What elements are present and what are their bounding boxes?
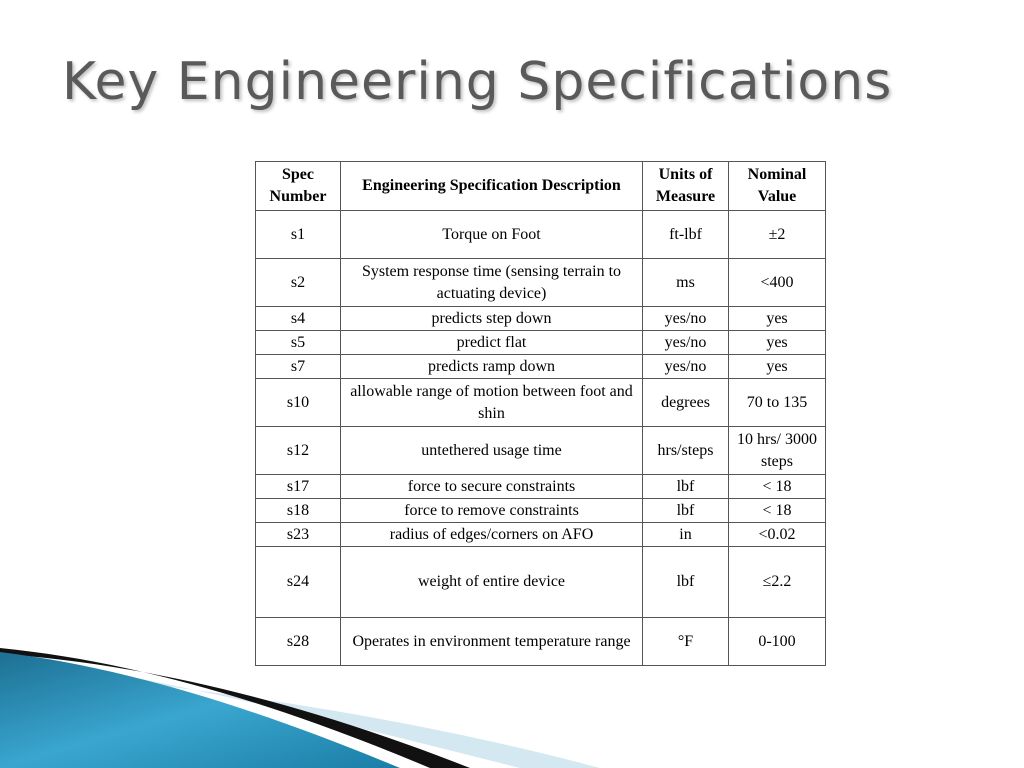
cell-value: yes	[728, 354, 826, 379]
cell-value: < 18	[728, 498, 826, 523]
cell-units: yes/no	[642, 354, 729, 379]
cell-description: radius of edges/corners on AFO	[340, 522, 643, 547]
table-row: s10 allowable range of motion between fo…	[255, 378, 826, 427]
cell-spec: s17	[255, 474, 341, 499]
cell-description: System response time (sensing terrain to…	[340, 258, 643, 307]
cell-description: weight of entire device	[340, 546, 643, 618]
table-row: s7 predicts ramp down yes/no yes	[255, 354, 826, 379]
cell-units: lbf	[642, 474, 729, 499]
header-description: Engineering Specification Description	[340, 161, 643, 211]
table-row: s28 Operates in environment temperature …	[255, 617, 826, 666]
table-row: s1 Torque on Foot ft-lbf ±2	[255, 210, 826, 259]
swoosh-blue	[0, 652, 400, 768]
cell-spec: s1	[255, 210, 341, 259]
slide-title: Key Engineering Specifications	[62, 52, 893, 112]
cell-spec: s10	[255, 378, 341, 427]
cell-value: 10 hrs/ 3000 steps	[728, 426, 826, 475]
cell-units: in	[642, 522, 729, 547]
cell-spec: s4	[255, 306, 341, 331]
cell-description: predicts step down	[340, 306, 643, 331]
table-row: s4 predicts step down yes/no yes	[255, 306, 826, 331]
cell-units: ft-lbf	[642, 210, 729, 259]
cell-value: <0.02	[728, 522, 826, 547]
specifications-table: Spec Number Engineering Specification De…	[255, 161, 826, 666]
cell-units: lbf	[642, 546, 729, 618]
cell-units: ms	[642, 258, 729, 307]
cell-units: degrees	[642, 378, 729, 427]
cell-spec: s24	[255, 546, 341, 618]
cell-value: <400	[728, 258, 826, 307]
cell-value: ±2	[728, 210, 826, 259]
table-row: s23 radius of edges/corners on AFO in <0…	[255, 522, 826, 547]
cell-units: °F	[642, 617, 729, 666]
cell-description: untethered usage time	[340, 426, 643, 475]
table-row: s17 force to secure constraints lbf < 18	[255, 474, 826, 499]
cell-units: yes/no	[642, 306, 729, 331]
cell-units: hrs/steps	[642, 426, 729, 475]
cell-value: 70 to 135	[728, 378, 826, 427]
table-row: s18 force to remove constraints lbf < 18	[255, 498, 826, 523]
cell-spec: s7	[255, 354, 341, 379]
cell-value: yes	[728, 306, 826, 331]
cell-description: predicts ramp down	[340, 354, 643, 379]
table-header-row: Spec Number Engineering Specification De…	[255, 161, 826, 211]
cell-description: predict flat	[340, 330, 643, 355]
cell-spec: s12	[255, 426, 341, 475]
cell-units: lbf	[642, 498, 729, 523]
cell-value: 0-100	[728, 617, 826, 666]
cell-spec: s2	[255, 258, 341, 307]
cell-description: force to secure constraints	[340, 474, 643, 499]
cell-value: ≤2.2	[728, 546, 826, 618]
cell-value: yes	[728, 330, 826, 355]
cell-description: Torque on Foot	[340, 210, 643, 259]
table-row: s24 weight of entire device lbf ≤2.2	[255, 546, 826, 618]
table-row: s5 predict flat yes/no yes	[255, 330, 826, 355]
cell-description: Operates in environment temperature rang…	[340, 617, 643, 666]
cell-spec: s5	[255, 330, 341, 355]
header-spec-number: Spec Number	[255, 161, 341, 211]
header-units: Units of Measure	[642, 161, 729, 211]
cell-spec: s28	[255, 617, 341, 666]
table-row: s12 untethered usage time hrs/steps 10 h…	[255, 426, 826, 475]
cell-description: allowable range of motion between foot a…	[340, 378, 643, 427]
cell-spec: s23	[255, 522, 341, 547]
cell-spec: s18	[255, 498, 341, 523]
cell-units: yes/no	[642, 330, 729, 355]
header-nominal-value: Nominal Value	[728, 161, 826, 211]
swoosh-dark	[0, 648, 470, 768]
table-row: s2 System response time (sensing terrain…	[255, 258, 826, 307]
cell-description: force to remove constraints	[340, 498, 643, 523]
cell-value: < 18	[728, 474, 826, 499]
